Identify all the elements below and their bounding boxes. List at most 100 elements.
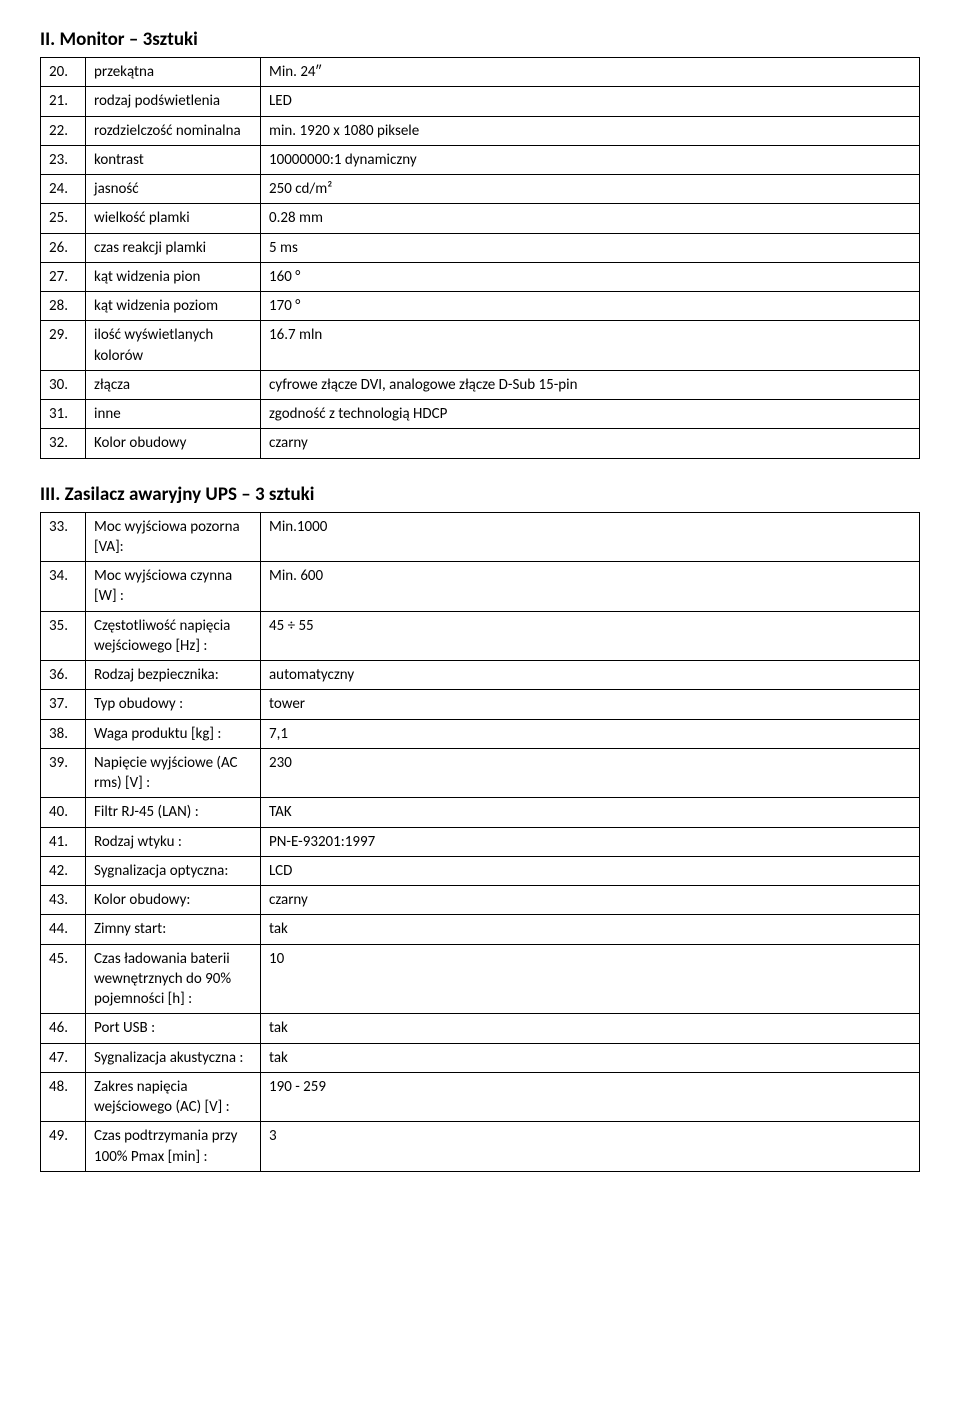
row-value: automatyczny <box>261 661 920 690</box>
row-label: złącza <box>86 370 261 399</box>
row-number: 41. <box>41 827 86 856</box>
table-row: 27.kąt widzenia pion160 ° <box>41 262 920 291</box>
row-label: Kolor obudowy <box>86 429 261 458</box>
row-label: czas reakcji plamki <box>86 233 261 262</box>
row-label: Napięcie wyjściowe (AC rms) [V] : <box>86 748 261 798</box>
row-value: 170 ° <box>261 292 920 321</box>
row-label: Typ obudowy : <box>86 690 261 719</box>
row-number: 40. <box>41 798 86 827</box>
row-value: zgodność z technologią HDCP <box>261 400 920 429</box>
table-row: 41.Rodzaj wtyku :PN-E-93201:1997 <box>41 827 920 856</box>
row-value: 250 cd/m² <box>261 175 920 204</box>
row-label: Moc wyjściowa pozorna [VA]: <box>86 512 261 562</box>
row-number: 38. <box>41 719 86 748</box>
row-value: 0.28 mm <box>261 204 920 233</box>
row-label: Częstotliwość napięcia wejściowego [Hz] … <box>86 611 261 661</box>
row-number: 36. <box>41 661 86 690</box>
row-value: 230 <box>261 748 920 798</box>
row-label: jasność <box>86 175 261 204</box>
row-value: 10000000:1 dynamiczny <box>261 145 920 174</box>
row-number: 48. <box>41 1072 86 1122</box>
table-row: 24.jasność250 cd/m² <box>41 175 920 204</box>
table-row: 37.Typ obudowy :tower <box>41 690 920 719</box>
section-one-heading: II. Monitor – 3sztuki <box>40 28 920 51</box>
row-number: 23. <box>41 145 86 174</box>
row-label: kąt widzenia pion <box>86 262 261 291</box>
section-two-heading: III. Zasilacz awaryjny UPS – 3 sztuki <box>40 483 920 506</box>
row-number: 24. <box>41 175 86 204</box>
table-row: 35.Częstotliwość napięcia wejściowego [H… <box>41 611 920 661</box>
row-value: LCD <box>261 856 920 885</box>
table-row: 44.Zimny start:tak <box>41 915 920 944</box>
table-row: 25.wielkość plamki0.28 mm <box>41 204 920 233</box>
row-number: 45. <box>41 944 86 1014</box>
table-row: 29.ilość wyświetlanych kolorów16.7 mln <box>41 321 920 371</box>
row-number: 26. <box>41 233 86 262</box>
monitor-spec-table: 20.przekątnaMin. 24″21.rodzaj podświetle… <box>40 57 920 459</box>
row-label: wielkość plamki <box>86 204 261 233</box>
row-label: Waga produktu [kg] : <box>86 719 261 748</box>
row-label: rozdzielczość nominalna <box>86 116 261 145</box>
row-number: 29. <box>41 321 86 371</box>
row-label: Rodzaj wtyku : <box>86 827 261 856</box>
row-number: 49. <box>41 1122 86 1172</box>
row-label: kąt widzenia poziom <box>86 292 261 321</box>
row-number: 20. <box>41 58 86 87</box>
row-value: tak <box>261 915 920 944</box>
row-number: 46. <box>41 1014 86 1043</box>
row-number: 35. <box>41 611 86 661</box>
table-row: 21.rodzaj podświetleniaLED <box>41 87 920 116</box>
row-label: Sygnalizacja optyczna: <box>86 856 261 885</box>
row-number: 25. <box>41 204 86 233</box>
row-number: 28. <box>41 292 86 321</box>
row-number: 43. <box>41 886 86 915</box>
row-value: Min.1000 <box>261 512 920 562</box>
table-row: 31.innezgodność z technologią HDCP <box>41 400 920 429</box>
table-row: 23.kontrast10000000:1 dynamiczny <box>41 145 920 174</box>
table-row: 33.Moc wyjściowa pozorna [VA]:Min.1000 <box>41 512 920 562</box>
row-number: 39. <box>41 748 86 798</box>
row-value: min. 1920 x 1080 piksele <box>261 116 920 145</box>
table-row: 20.przekątnaMin. 24″ <box>41 58 920 87</box>
row-value: Min. 600 <box>261 562 920 612</box>
table-row: 46.Port USB :tak <box>41 1014 920 1043</box>
row-label: Kolor obudowy: <box>86 886 261 915</box>
table-row: 34.Moc wyjściowa czynna [W] :Min. 600 <box>41 562 920 612</box>
table-row: 26.czas reakcji plamki5 ms <box>41 233 920 262</box>
row-value: 190 - 259 <box>261 1072 920 1122</box>
row-label: Czas podtrzymania przy 100% Pmax [min] : <box>86 1122 261 1172</box>
row-value: 7,1 <box>261 719 920 748</box>
row-value: czarny <box>261 886 920 915</box>
row-label: kontrast <box>86 145 261 174</box>
row-label: ilość wyświetlanych kolorów <box>86 321 261 371</box>
table-row: 39.Napięcie wyjściowe (AC rms) [V] :230 <box>41 748 920 798</box>
table-row: 40.Filtr RJ-45 (LAN) :TAK <box>41 798 920 827</box>
row-label: rodzaj podświetlenia <box>86 87 261 116</box>
row-value: tak <box>261 1014 920 1043</box>
row-value: 160 ° <box>261 262 920 291</box>
table-row: 22.rozdzielczość nominalnamin. 1920 x 10… <box>41 116 920 145</box>
table-row: 45.Czas ładowania baterii wewnętrznych d… <box>41 944 920 1014</box>
row-value: cyfrowe złącze DVI, analogowe złącze D-S… <box>261 370 920 399</box>
table-row: 28.kąt widzenia poziom170 ° <box>41 292 920 321</box>
row-number: 37. <box>41 690 86 719</box>
ups-spec-table: 33.Moc wyjściowa pozorna [VA]:Min.100034… <box>40 512 920 1172</box>
row-number: 31. <box>41 400 86 429</box>
row-number: 27. <box>41 262 86 291</box>
row-label: Czas ładowania baterii wewnętrznych do 9… <box>86 944 261 1014</box>
table-row: 48.Zakres napięcia wejściowego (AC) [V] … <box>41 1072 920 1122</box>
table-row: 30.złączacyfrowe złącze DVI, analogowe z… <box>41 370 920 399</box>
row-value: tak <box>261 1043 920 1072</box>
row-number: 33. <box>41 512 86 562</box>
row-number: 42. <box>41 856 86 885</box>
row-value: 45 ÷ 55 <box>261 611 920 661</box>
row-number: 30. <box>41 370 86 399</box>
row-value: 3 <box>261 1122 920 1172</box>
table-row: 32.Kolor obudowyczarny <box>41 429 920 458</box>
row-label: przekątna <box>86 58 261 87</box>
row-label: Moc wyjściowa czynna [W] : <box>86 562 261 612</box>
row-label: Filtr RJ-45 (LAN) : <box>86 798 261 827</box>
row-value: czarny <box>261 429 920 458</box>
row-value: PN-E-93201:1997 <box>261 827 920 856</box>
row-label: inne <box>86 400 261 429</box>
